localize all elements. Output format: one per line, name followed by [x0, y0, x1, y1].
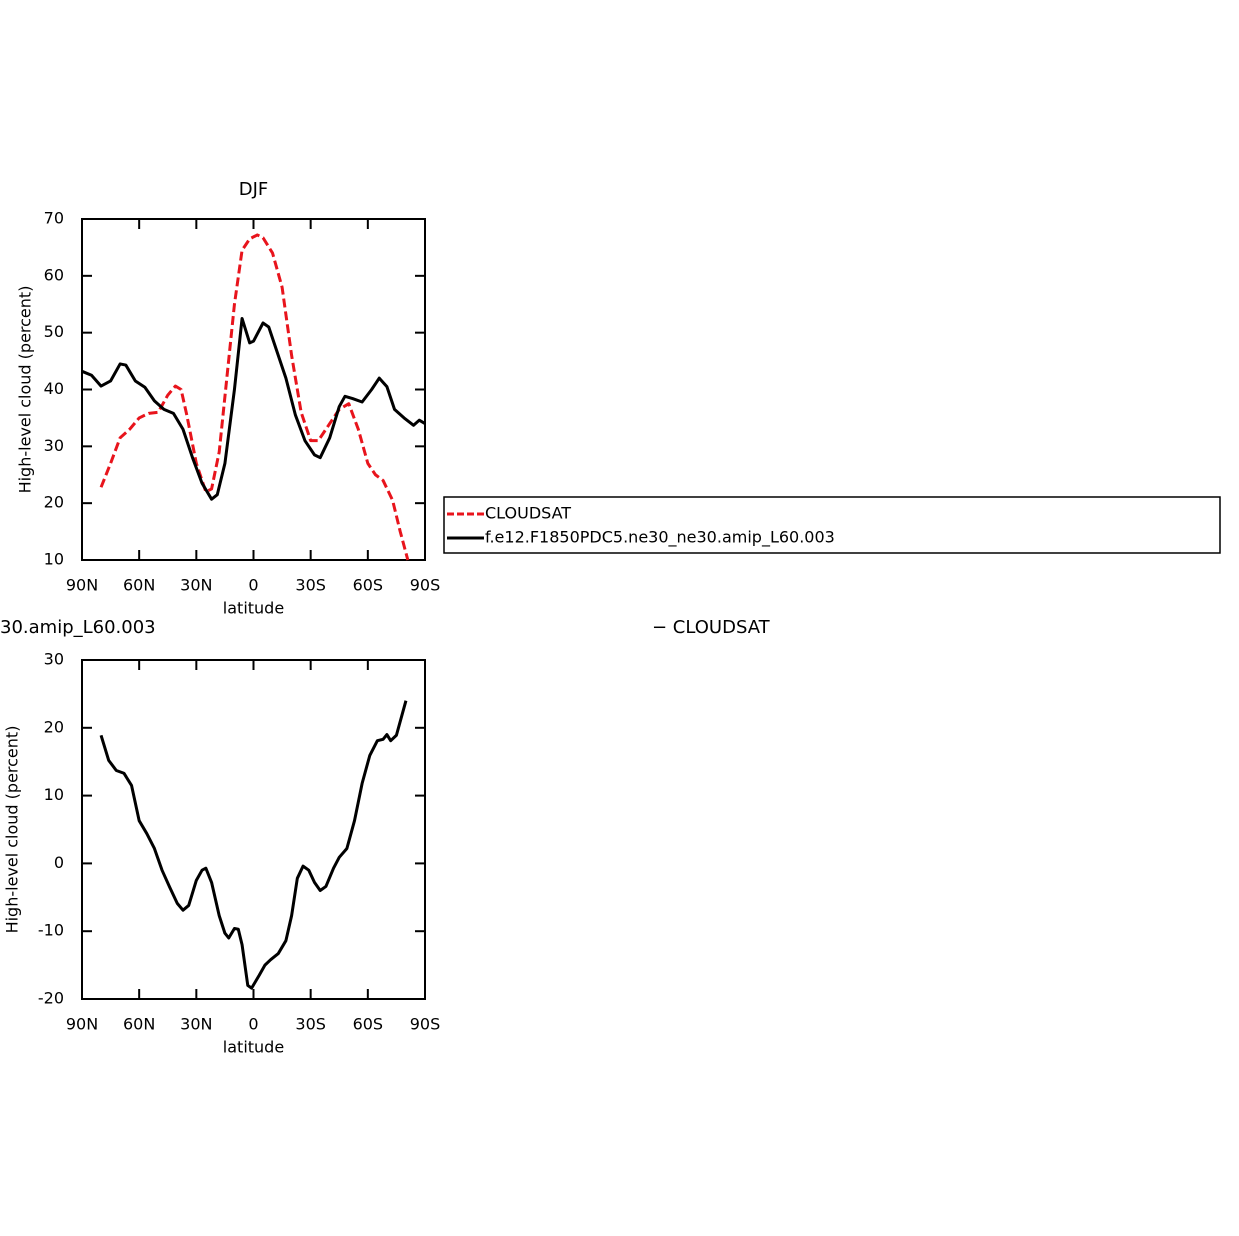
x-tick-label: 60N — [123, 576, 155, 595]
y-axis-label: High-level cloud (percent) — [16, 286, 35, 494]
x-tick-label: 60S — [353, 576, 384, 595]
x-tick-label: 90S — [410, 1015, 441, 1034]
y-tick-label: 50 — [44, 322, 64, 341]
x-tick-label: 30N — [180, 576, 212, 595]
chart-title-right: − CLOUDSAT — [652, 617, 771, 638]
y-tick-label: -10 — [38, 921, 64, 940]
y-tick-label: 30 — [44, 436, 64, 455]
x-tick-label: 90N — [66, 576, 98, 595]
x-tick-label: 90S — [410, 576, 441, 595]
chart-title: DJF — [239, 179, 269, 200]
y-tick-label: 30 — [44, 650, 64, 669]
y-axis-label: High-level cloud (percent) — [3, 726, 22, 934]
series-line — [99, 233, 410, 561]
x-tick-label: 0 — [248, 1015, 258, 1034]
y-tick-label: 0 — [54, 853, 64, 872]
legend-box — [443, 496, 1221, 554]
y-tick-label: 20 — [44, 717, 64, 736]
plot-frame — [81, 218, 426, 561]
x-tick-label: 30S — [295, 576, 326, 595]
plot-frame — [81, 659, 426, 1000]
y-tick-label: 10 — [44, 785, 64, 804]
series-line — [99, 700, 408, 990]
x-tick-label: 0 — [248, 576, 258, 595]
legend-label: CLOUDSAT — [485, 504, 571, 523]
x-tick-label: 30N — [180, 1015, 212, 1034]
y-tick-label: 60 — [44, 265, 64, 284]
x-tick-label: 60N — [123, 1015, 155, 1034]
y-tick-label: -20 — [38, 989, 64, 1008]
series-line — [81, 316, 426, 501]
legend-label: f.e12.F1850PDC5.ne30_ne30.amip_L60.003 — [485, 528, 835, 548]
y-tick-label: 70 — [44, 209, 64, 228]
x-tick-label: 60S — [353, 1015, 384, 1034]
x-axis-label: latitude — [223, 1038, 284, 1057]
x-tick-label: 90N — [66, 1015, 98, 1034]
y-tick-label: 40 — [44, 379, 64, 398]
x-axis-label: latitude — [223, 599, 284, 618]
x-tick-label: 30S — [295, 1015, 326, 1034]
y-tick-label: 20 — [44, 493, 64, 512]
chart-title-left: 30.amip_L60.003 — [0, 617, 156, 638]
y-tick-label: 10 — [44, 550, 64, 569]
